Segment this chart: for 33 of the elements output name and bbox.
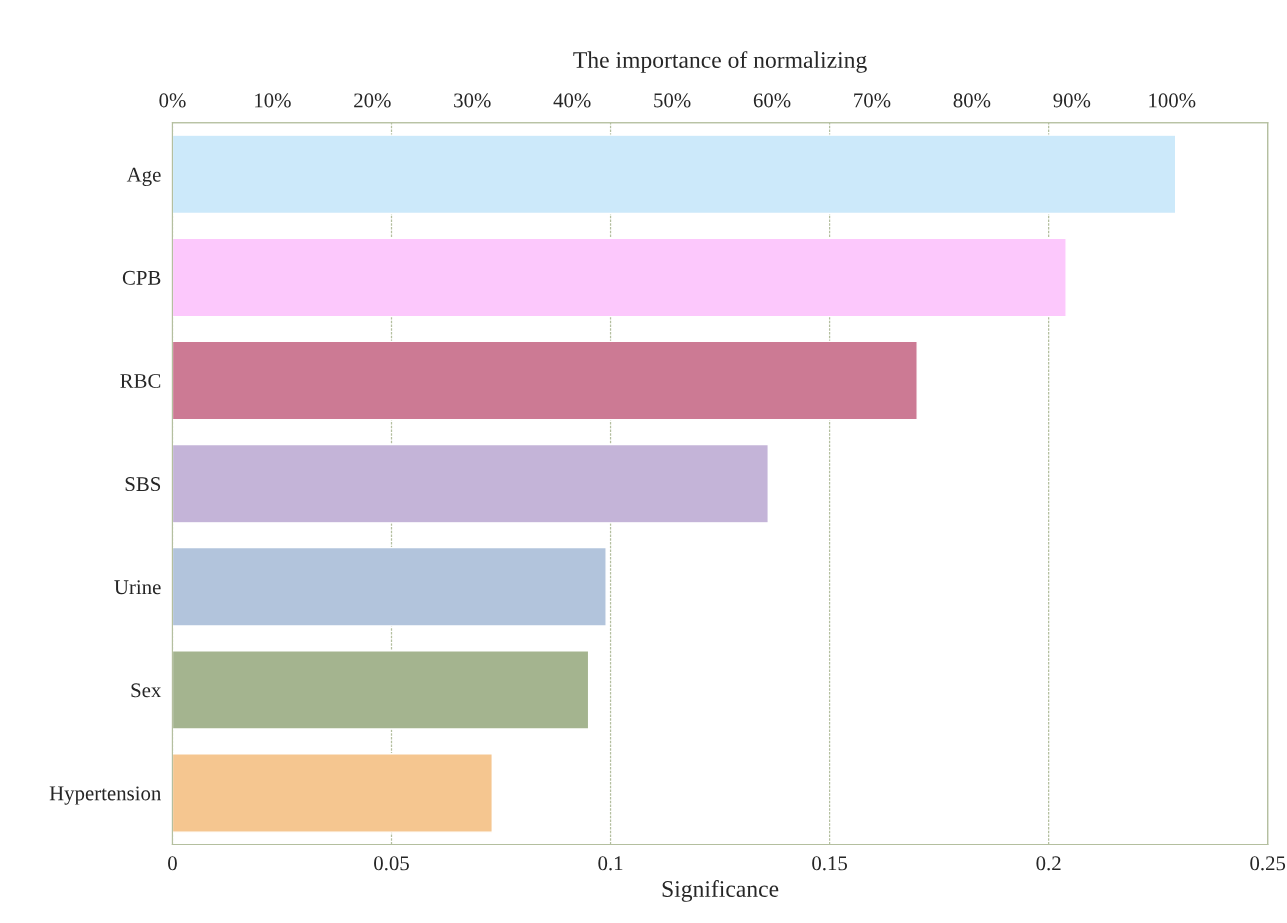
bar [172, 753, 493, 833]
bar [172, 340, 918, 421]
x2-tick-label: 60% [753, 93, 791, 108]
y-tick-label: Urine [114, 580, 161, 595]
x2-tick-label: 50% [654, 93, 691, 108]
y-tick-label: SBS [125, 477, 161, 492]
x-tick-label: 0.2 [1036, 856, 1061, 871]
y-tick-label: Hypertension [49, 786, 162, 805]
y-tick-label: Age [126, 167, 161, 187]
x2-tick-label: 90% [1053, 93, 1091, 108]
bar [172, 546, 607, 627]
x-tick-label: 0.15 [812, 856, 848, 871]
x2-tick-label: 80% [953, 93, 991, 108]
y-tick-label: RBC [120, 373, 161, 388]
x2-tick-label: 70% [854, 93, 891, 108]
x-tick-label: 0.25 [1250, 856, 1286, 871]
bar [172, 134, 1177, 215]
x-axis-title: Significance [662, 880, 779, 902]
chart-title: The importance of normalizing [573, 51, 867, 73]
x2-tick-label: 0% [159, 93, 186, 108]
y-tick-label: Sex [131, 683, 162, 698]
x2-tick-label: 40% [553, 93, 591, 108]
x2-tick-label: 100% [1149, 93, 1196, 108]
x2-tick-label: 20% [354, 93, 391, 108]
bar [172, 443, 769, 524]
x-tick-label: 0 [168, 856, 177, 871]
x2-tick-label: 10% [255, 93, 291, 108]
bar [172, 237, 1067, 318]
bar [172, 649, 590, 730]
y-tick-label: CPB [122, 270, 161, 285]
x-tick-label: 0.05 [374, 856, 409, 871]
x-tick-label: 0.1 [598, 856, 623, 871]
x2-tick-label: 30% [454, 93, 491, 108]
